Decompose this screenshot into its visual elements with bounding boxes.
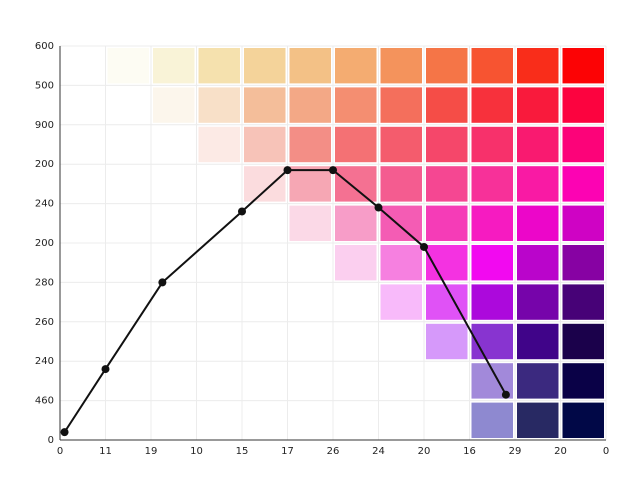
tile bbox=[517, 284, 559, 320]
point bbox=[329, 166, 337, 175]
x-tick-label: 20 bbox=[554, 446, 567, 457]
tile bbox=[517, 126, 559, 163]
x-tick-label: 19 bbox=[145, 446, 158, 457]
tile bbox=[426, 48, 468, 84]
tile bbox=[380, 245, 422, 281]
y-tick-label: 900 bbox=[35, 120, 54, 131]
x-tick-label: 11 bbox=[99, 446, 112, 457]
x-tick-label: 26 bbox=[327, 446, 340, 457]
tile bbox=[289, 48, 331, 84]
tile bbox=[335, 166, 377, 202]
tile bbox=[562, 402, 604, 438]
tile bbox=[471, 126, 513, 163]
point bbox=[158, 278, 167, 287]
x-tick-label: 0 bbox=[57, 446, 63, 457]
tile bbox=[380, 166, 422, 202]
tile bbox=[244, 126, 286, 163]
tile bbox=[517, 205, 559, 241]
tile bbox=[289, 87, 331, 123]
point bbox=[420, 242, 428, 251]
tile bbox=[289, 126, 331, 163]
y-tick-label: 600 bbox=[35, 41, 54, 52]
tile bbox=[335, 205, 377, 241]
tile bbox=[244, 48, 286, 84]
tile bbox=[471, 166, 513, 202]
y-tick-label: 0 bbox=[48, 435, 54, 446]
tile bbox=[380, 126, 422, 163]
tile bbox=[562, 245, 604, 281]
point bbox=[501, 390, 510, 399]
tile bbox=[244, 166, 286, 202]
tile bbox=[244, 87, 286, 123]
tile bbox=[517, 323, 559, 360]
y-tick-label: 460 bbox=[35, 396, 54, 407]
tile bbox=[471, 402, 513, 438]
tile bbox=[517, 402, 559, 438]
tile bbox=[517, 87, 559, 123]
point bbox=[60, 428, 69, 437]
tile bbox=[471, 323, 513, 360]
tile bbox=[562, 205, 604, 241]
tile bbox=[562, 166, 604, 202]
tile bbox=[562, 363, 604, 399]
tile bbox=[426, 205, 468, 241]
tile bbox=[335, 48, 377, 84]
tile bbox=[426, 87, 468, 123]
tile bbox=[517, 166, 559, 202]
x-tick-label: 29 bbox=[509, 446, 522, 457]
y-tick-label: 500 bbox=[35, 80, 54, 91]
point bbox=[101, 365, 110, 374]
x-tick-label: 20 bbox=[418, 446, 431, 457]
tile bbox=[380, 87, 422, 123]
tile bbox=[562, 284, 604, 320]
y-tick-label: 200 bbox=[35, 159, 54, 170]
x-tick-label: 17 bbox=[281, 446, 294, 457]
tile bbox=[517, 245, 559, 281]
tile bbox=[471, 284, 513, 320]
tile bbox=[380, 284, 422, 320]
tile bbox=[198, 87, 240, 123]
tile bbox=[562, 48, 604, 84]
tile bbox=[562, 323, 604, 360]
heatmap-background bbox=[107, 48, 604, 438]
y-tick-label: 240 bbox=[35, 199, 54, 210]
x-tick-label: 10 bbox=[190, 446, 203, 457]
tile bbox=[289, 205, 331, 241]
tile bbox=[471, 205, 513, 241]
tile bbox=[380, 205, 422, 241]
tile bbox=[198, 126, 240, 163]
tile bbox=[517, 363, 559, 399]
tile bbox=[107, 48, 149, 84]
x-tick-label: 24 bbox=[372, 446, 385, 457]
point bbox=[238, 207, 246, 216]
tile bbox=[153, 48, 195, 84]
y-tick-label: 280 bbox=[35, 277, 54, 288]
tile bbox=[562, 126, 604, 163]
point bbox=[283, 166, 292, 175]
y-tick-label: 200 bbox=[35, 238, 54, 249]
tile bbox=[153, 87, 195, 123]
tile bbox=[426, 323, 468, 360]
y-tick-label: 240 bbox=[35, 356, 54, 367]
tile bbox=[517, 48, 559, 84]
x-tick-label: 16 bbox=[463, 446, 476, 457]
tile bbox=[380, 48, 422, 84]
tile bbox=[471, 48, 513, 84]
tile bbox=[471, 245, 513, 281]
tile bbox=[198, 48, 240, 84]
tile bbox=[289, 166, 331, 202]
tile bbox=[335, 87, 377, 123]
x-tick-label: 0 bbox=[603, 446, 609, 457]
tile bbox=[426, 126, 468, 163]
tile bbox=[335, 126, 377, 163]
point bbox=[374, 203, 383, 212]
tile bbox=[335, 245, 377, 281]
y-tick-label: 260 bbox=[35, 317, 54, 328]
tile bbox=[426, 166, 468, 202]
tile bbox=[562, 87, 604, 123]
x-tick-label: 15 bbox=[236, 446, 249, 457]
tile bbox=[471, 87, 513, 123]
